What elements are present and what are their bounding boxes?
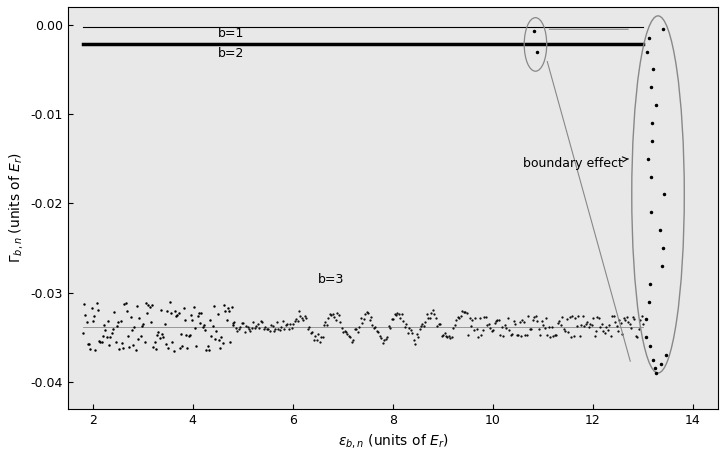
Y-axis label: $\Gamma_{b,n}$ (units of $E_r$): $\Gamma_{b,n}$ (units of $E_r$) (7, 152, 25, 263)
X-axis label: $\epsilon_{b,n}$ (units of $E_r$): $\epsilon_{b,n}$ (units of $E_r$) (338, 432, 448, 450)
Text: b=1: b=1 (218, 27, 244, 40)
Text: b=2: b=2 (218, 47, 244, 60)
Text: boundary effect: boundary effect (523, 157, 629, 170)
Text: b=3: b=3 (318, 273, 344, 286)
